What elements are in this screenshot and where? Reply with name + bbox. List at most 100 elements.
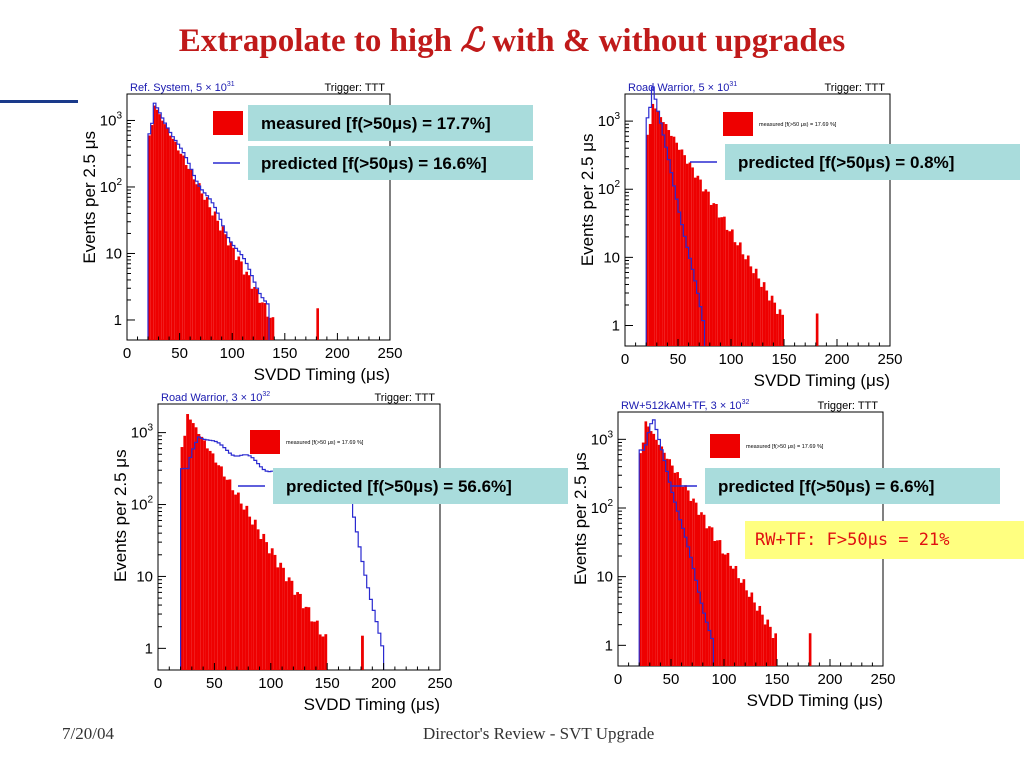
y-tick-label: 103 [100,110,123,129]
legend-measured-swatch [250,430,280,454]
measured-bin [709,204,713,346]
x-axis-label: SVDD Timing (μs) [304,695,440,714]
measured-bin [683,155,686,346]
measured-bin [678,478,682,666]
panel-title-exponent: 32 [262,391,270,398]
measured-bin [192,179,196,340]
measured-bin [671,465,674,666]
measured-bin [685,163,689,346]
measured-bin [361,635,364,670]
measured-bin [279,562,283,670]
measured-bin [668,459,671,666]
y-axis-label: Events per 2.5 μs [571,452,590,585]
measured-histogram [639,421,812,666]
trigger-label: Trigger: TTT [324,82,385,94]
luminosity-symbol: ℒ [460,23,484,59]
measured-bin [639,453,642,666]
measured-bin [696,175,700,346]
measured-bin [256,529,260,670]
x-tick-label: 50 [670,351,687,368]
measured-bin [310,621,314,670]
y-tick-label: 102 [100,177,123,196]
measured-bin [701,191,705,346]
measured-bin [670,135,673,346]
measured-bin [713,540,717,666]
measured-bin [659,117,663,347]
measured-bin [716,540,719,666]
measured-bin [739,582,743,666]
measured-bin [758,605,762,666]
x-axis-label: SVDD Timing (μs) [254,365,390,384]
x-tick-label: 200 [824,351,849,368]
measured-bin [755,610,759,666]
measured-bin [778,309,782,346]
measured-bin [208,450,212,670]
measured-bin [232,247,235,340]
x-tick-label: 250 [870,671,895,688]
slide-title-post: with & without upgrades [483,23,846,59]
measured-bin [190,169,193,340]
measured-bin [693,177,697,346]
legend-predicted-text: predicted [f(>50μs) = 16.6%] [261,154,487,173]
measured-bin [261,302,264,340]
y-tick-label: 103 [591,429,614,448]
x-tick-label: 150 [272,345,297,362]
measured-bin [708,526,711,666]
measured-bin [781,314,784,346]
measured-bin [155,109,159,340]
measured-bin [760,286,763,346]
measured-bin [211,215,214,340]
measured-bin [262,533,266,670]
measured-bin [663,452,666,666]
measured-bin [647,426,650,666]
measured-bin [211,453,215,670]
measured-bin [299,593,302,670]
measured-bin [198,183,201,340]
measured-bin [704,189,708,346]
measured-bin [752,273,755,346]
measured-bin [263,303,267,340]
chart-road-warrior-3e32: Road Warrior, 3 × 1032 Trigger: TTT 0 50 100… [111,391,568,714]
x-tick-label: 0 [154,675,162,692]
measured-bin [150,125,154,340]
measured-bin [225,479,229,670]
measured-bin [717,217,721,346]
measured-bin [239,503,243,670]
x-axis-label: SVDD Timing (μs) [747,691,883,710]
measured-bin [694,502,698,666]
legend-measured-swatch [710,434,740,458]
measured-bin [242,274,246,340]
measured-bin [731,229,734,346]
y-tick-label: 103 [598,111,621,130]
measured-bin [316,308,319,340]
measured-bin [253,519,257,670]
measured-bin [815,313,819,346]
measured-bin [237,256,241,340]
measured-bin [226,245,230,340]
y-tick-label: 10 [596,569,613,586]
x-tick-label: 150 [315,675,340,692]
measured-bin [689,500,693,666]
y-tick-exponent: 2 [607,498,613,509]
legend-measured-swatch [723,112,753,136]
measured-bin [733,242,737,346]
measured-bin [710,527,714,666]
measured-bin [774,633,777,666]
y-tick-exponent: 3 [607,429,613,440]
y-tick-label: 102 [598,179,621,198]
measured-bin [182,155,185,340]
measured-bin [216,220,220,340]
measured-bin [174,141,177,340]
measured-bin [290,580,294,670]
measured-bin [697,514,701,666]
measured-bin [247,275,251,340]
trigger-label: Trigger: TTT [374,392,435,404]
measured-bin [776,313,779,346]
measured-bin [753,602,756,666]
measured-bin [321,636,325,670]
legend-predicted-box [725,144,1020,180]
measured-bin [688,162,692,346]
legend-measured-text: measured [f(>50 μs) = 17.69 %] [286,440,364,446]
measured-bin [648,124,652,346]
y-axis-label: Events per 2.5 μs [111,449,130,582]
